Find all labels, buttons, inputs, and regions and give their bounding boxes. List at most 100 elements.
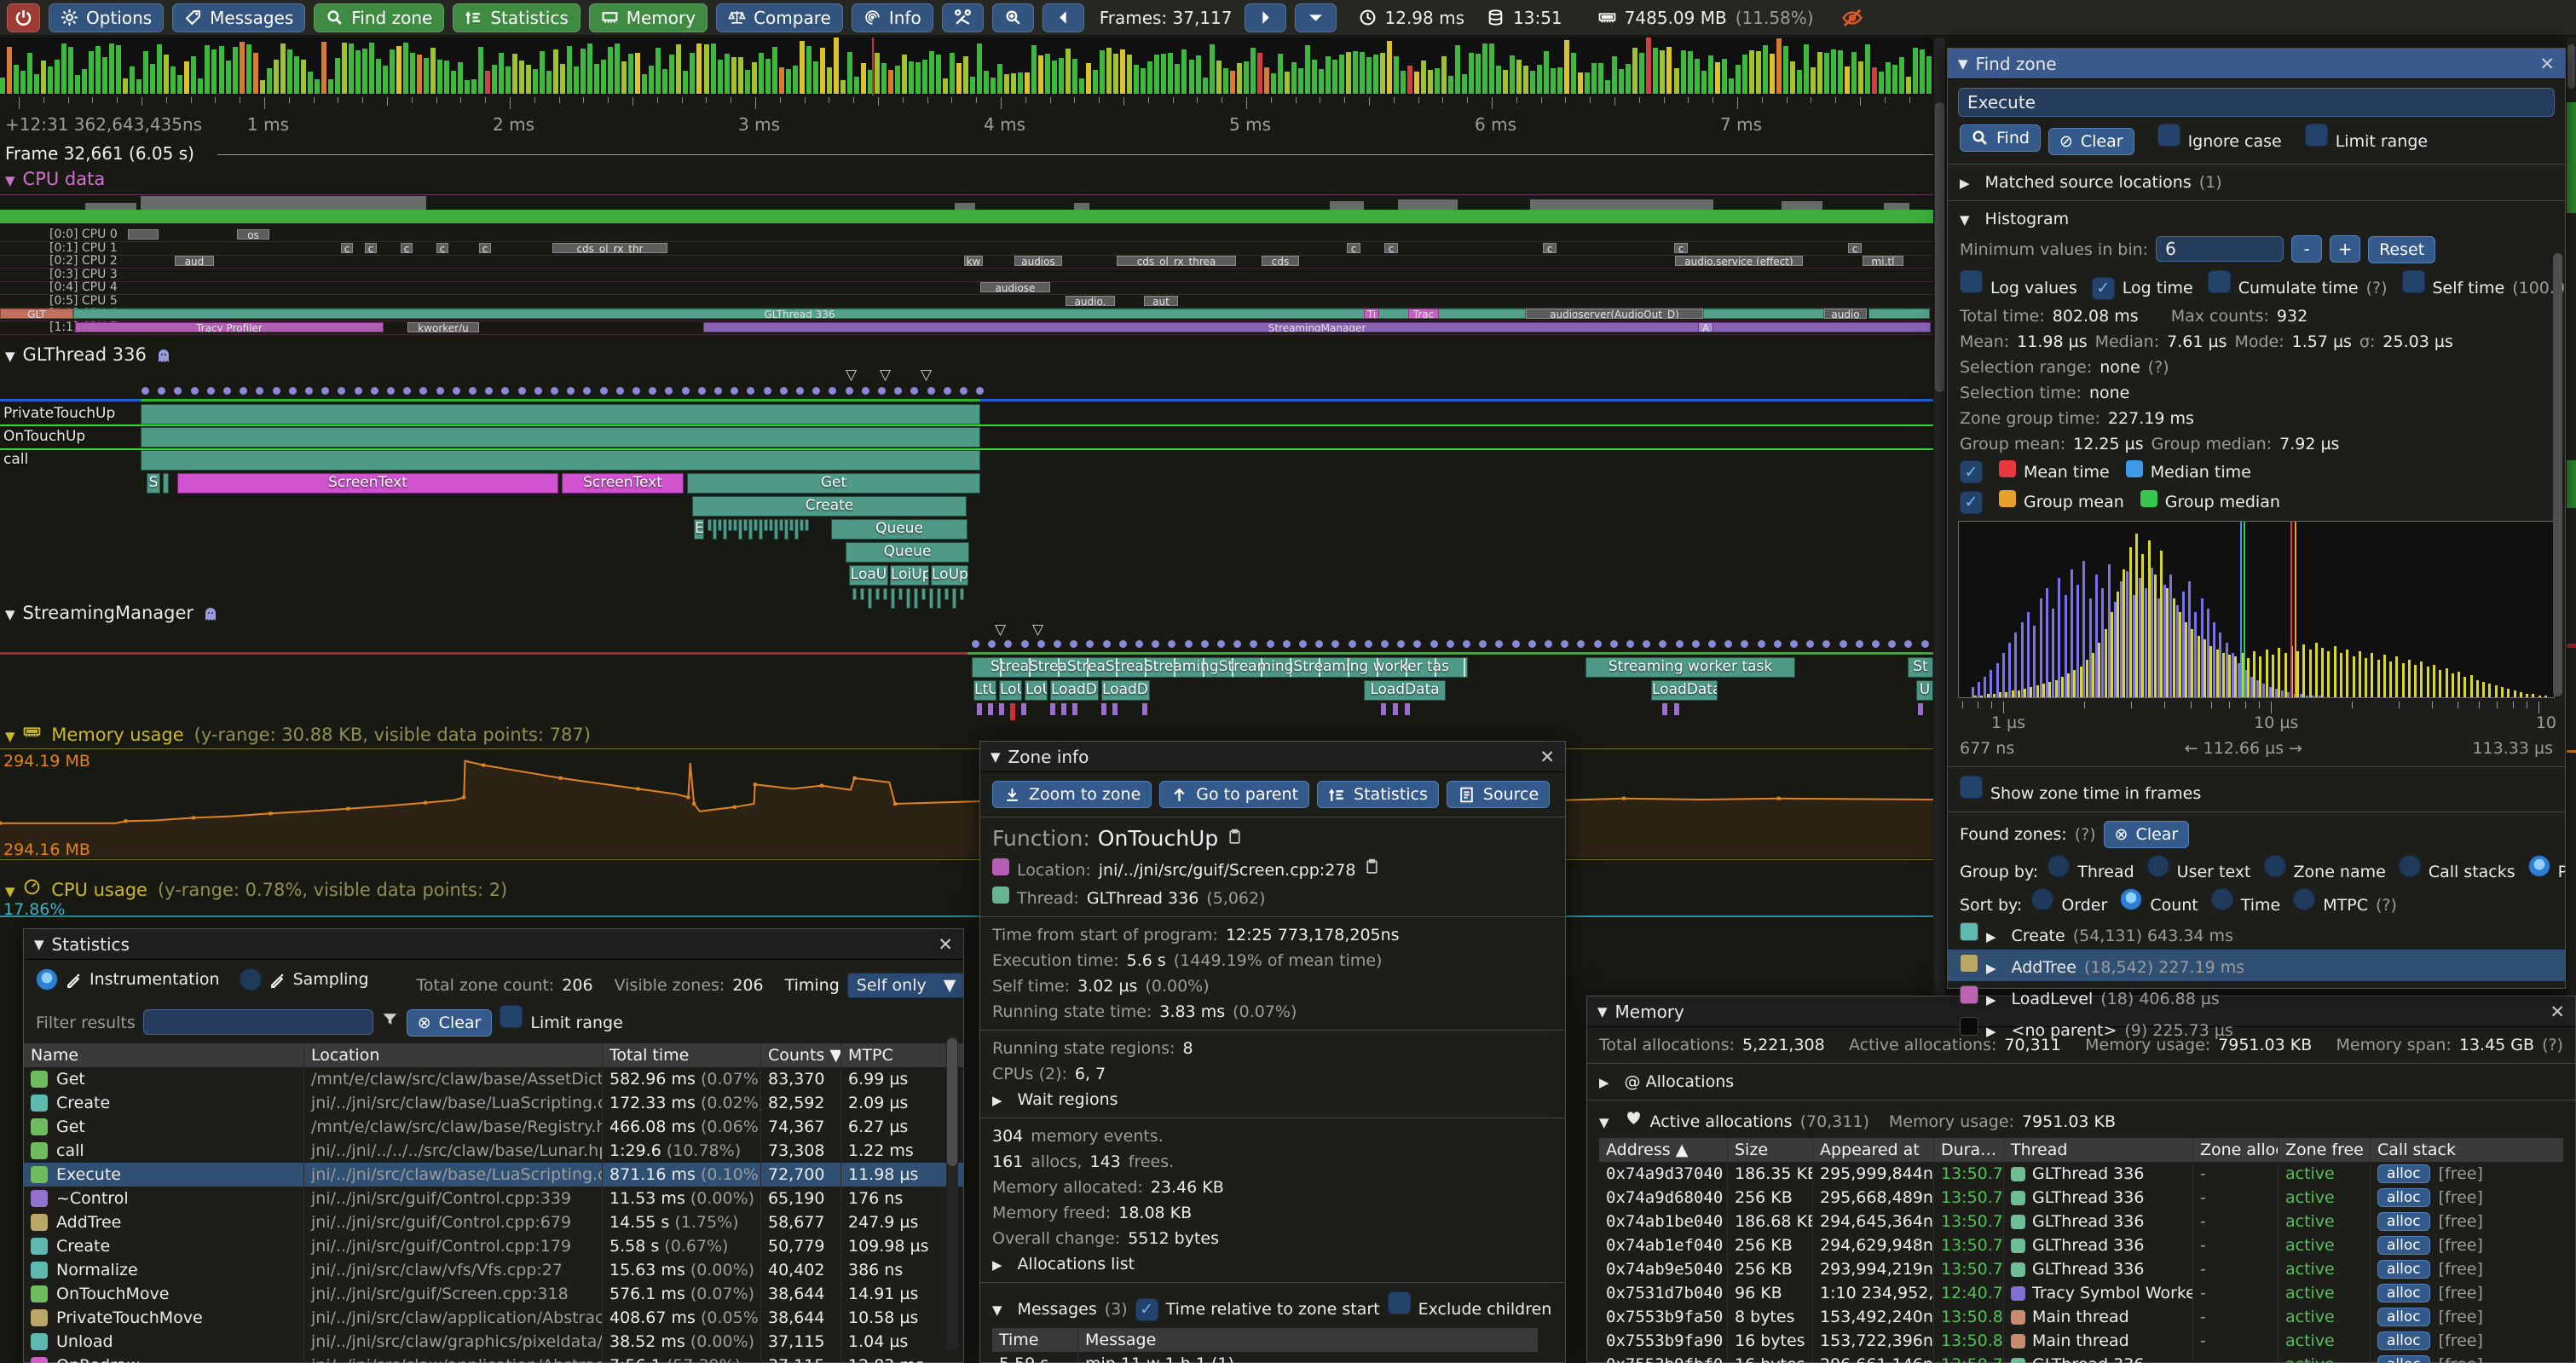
zone-band[interactable]: Queue [846, 542, 969, 563]
streamingmanager-section-header[interactable]: ▼ StreamingManager [5, 603, 219, 623]
funnel-icon[interactable] [381, 1010, 399, 1028]
cpu-core-zone[interactable]: c [1384, 242, 1398, 253]
toolbar-tools-button[interactable] [941, 3, 984, 32]
cpu-core-row[interactable]: [0:4] CPU 4 audiose [0, 281, 1933, 295]
zone-band[interactable]: LoadDaU [1101, 680, 1150, 701]
column-header-zone-free[interactable]: Zone free [2278, 1138, 2370, 1162]
marker-checkbox[interactable] [1960, 490, 1983, 514]
cpu-core-row[interactable]: [0:0] CPU 0 os [0, 228, 1933, 242]
time-relative-checkbox[interactable] [1135, 1297, 1158, 1321]
zone-micro-band[interactable] [748, 519, 753, 540]
table-row[interactable]: Create jni/../jni/src/claw/base/LuaScript… [24, 1091, 963, 1115]
allocation-row[interactable]: 0x7553b9fa90 16 bytes 153,722,396ns 13:50.8… [1599, 1329, 2563, 1353]
zone-band[interactable]: LoU [999, 680, 1022, 701]
table-row[interactable]: Get/mnt/e/claw/src/claw/base/Registry.hp… [24, 1115, 963, 1139]
cpu-core-zone[interactable] [1703, 309, 1824, 319]
column-header-address[interactable]: Address ▲ [1599, 1138, 1727, 1162]
zone-micro-band[interactable] [929, 588, 933, 609]
toolbar-compare-button[interactable]: Compare [716, 3, 843, 32]
glthread-section-header[interactable]: ▼ GLThread 336 [5, 344, 172, 365]
expander-caret-icon[interactable]: ▶ [1986, 960, 1996, 976]
cpu-core-row[interactable]: [1:0] CPU 6GLTGLThread 336TiTracaudioser… [0, 308, 1933, 321]
cpu-core-zone[interactable] [128, 229, 159, 240]
cpu-core-zone[interactable]: aud [175, 256, 214, 266]
zone-band[interactable]: LtU [973, 680, 996, 701]
show-zone-time-checkbox[interactable] [1960, 775, 1983, 799]
scrollbar-thumb[interactable] [947, 1038, 957, 1166]
zone-micro-band[interactable] [875, 588, 880, 600]
cpu-core-zone[interactable]: audiose [980, 282, 1050, 292]
zone-micro-band[interactable] [852, 588, 857, 600]
cpu-core-zone[interactable]: c [365, 242, 377, 253]
column-header-message[interactable]: Message [1077, 1327, 1521, 1352]
found-zone-group-row[interactable]: ▶ <no parent> (9) 225.73 µs [1948, 1013, 2565, 1044]
cpu-core-zone[interactable]: audio. [1066, 295, 1115, 306]
column-header-name[interactable]: Name [24, 1043, 303, 1067]
toolbar-prev-frame-button[interactable] [1042, 3, 1084, 32]
find-zone-titlebar[interactable]: ▼ Find zone ✕ [1948, 49, 2565, 79]
zone-micro-band[interactable] [779, 519, 783, 531]
found-clear-button[interactable]: ⊗ Clear [2103, 820, 2190, 848]
cpu-core-zone[interactable]: A [1698, 321, 1713, 332]
table-row[interactable]: OnTouchMove jni/../jni/src/guif/Screen.cp… [24, 1282, 963, 1306]
cpu-core-row[interactable]: [0:2] CPU 2 aud kw audios cds_ol_rx_threa cds… [0, 255, 1933, 269]
cpu-core-zone[interactable]: c [1347, 242, 1360, 253]
self-time-checkbox[interactable] [2401, 270, 2425, 293]
cpu-core-zone[interactable]: c [1543, 242, 1557, 253]
close-icon[interactable]: ✕ [938, 933, 953, 955]
allocation-row[interactable]: 0x7553b9fbf016 bytes296,661,146ns13:50.7… [1599, 1353, 2563, 1363]
collapse-caret-icon[interactable]: ▼ [992, 1302, 1002, 1318]
toolbar-messages-button[interactable]: Messages [172, 3, 306, 32]
limit-range-checkbox[interactable] [500, 1005, 523, 1028]
alloc-call-stack-button[interactable]: alloc [2377, 1236, 2430, 1255]
group-by-radio-zone-name[interactable] [2263, 854, 2286, 877]
toolbar-zoom-search-button[interactable] [991, 3, 1034, 32]
zone-band[interactable]: Create [692, 496, 967, 517]
alloc-call-stack-button[interactable]: alloc [2377, 1212, 2430, 1231]
frame-marker-icon[interactable]: ▽ [1032, 621, 1044, 638]
column-header-total-time[interactable]: Total time [602, 1043, 760, 1067]
cpu-core-zone[interactable]: GLT [0, 309, 73, 319]
zone-micro-band[interactable] [898, 588, 903, 600]
cpu-core-zone[interactable]: cds_ol_rx_threa [1117, 256, 1236, 266]
ignore-case-checkbox[interactable] [2157, 124, 2180, 147]
zone-micro-band[interactable] [937, 588, 941, 609]
expander-caret-icon[interactable]: ▶ [1960, 176, 1970, 191]
cpu-core-zone[interactable]: Tracy Profiler [75, 321, 384, 332]
expander-caret-icon[interactable]: ▶ [1986, 1023, 1996, 1039]
found-zone-group-row[interactable]: ▶ AddTree (18,542) 227.19 ms [1948, 949, 2565, 981]
cpu-core-zone[interactable]: os [237, 229, 269, 240]
expander-caret-icon[interactable]: ▶ [1986, 928, 1996, 944]
zone-band[interactable]: StreaStreaStreaStreaStreamingStreamingSt… [972, 657, 1468, 678]
toolbar-statistics-button[interactable]: Statistics [453, 3, 580, 32]
cpu-core-zone[interactable]: c [436, 242, 448, 253]
cpu-core-zone[interactable]: cds_ol_rx_thr [552, 242, 667, 253]
exclude-children-checkbox[interactable] [1387, 1291, 1411, 1314]
cpu-core-zone[interactable]: c [341, 242, 353, 253]
zone-band[interactable]: ScreenText [562, 473, 684, 494]
log-time-checkbox[interactable] [2091, 276, 2115, 300]
cpu-core-zone[interactable]: audio [1824, 309, 1867, 319]
zone-band[interactable] [163, 473, 169, 494]
frame-marker-icon[interactable]: ▽ [921, 367, 933, 384]
zone-band[interactable] [141, 450, 980, 471]
collapse-caret-icon[interactable]: ▼ [1599, 1115, 1609, 1130]
clear-filter-button[interactable]: ⊗ Clear [406, 1009, 493, 1037]
zone-micro-band[interactable] [764, 519, 768, 531]
group-by-radio-call-stacks[interactable] [2398, 854, 2421, 877]
cpu-core-zone[interactable]: audios [1014, 256, 1062, 266]
statistics-scrollbar[interactable] [946, 1035, 958, 1350]
zone-micro-band[interactable] [708, 519, 712, 531]
zone-micro-band[interactable] [944, 588, 949, 600]
allocation-row[interactable]: 0x74a9d68040 256 KB 295,668,489ns 13:50.7 GL… [1599, 1186, 2563, 1210]
zone-band[interactable] [141, 427, 980, 448]
zone-band[interactable]: U [1916, 680, 1933, 701]
zone-band[interactable]: Get [687, 473, 980, 494]
zone-band[interactable]: Queue [831, 519, 967, 540]
message-row[interactable]: 5.59 smip 11 w 1 h 1 (1) [992, 1351, 1538, 1363]
zone-info-titlebar[interactable]: ▼ Zone info ✕ [980, 742, 1565, 772]
zone-band[interactable]: LoU [1025, 680, 1048, 701]
cpu-core-zone[interactable] [1868, 309, 1930, 319]
expander-caret-icon[interactable]: ▶ [992, 1257, 1002, 1273]
toolbar-memory-button[interactable]: Memory [588, 3, 708, 32]
